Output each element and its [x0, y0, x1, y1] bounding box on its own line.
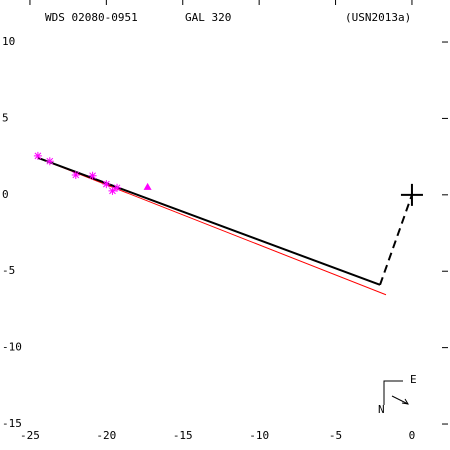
asterisk-point: [108, 186, 117, 195]
primary-star: [400, 183, 423, 206]
asterisk-point: [88, 171, 97, 180]
asterisk-point: [113, 183, 122, 192]
y-tick-label: -15: [2, 417, 22, 430]
y-tick-label: 0: [2, 188, 9, 201]
x-tick-label: -10: [249, 429, 269, 442]
asterisk-point: [33, 151, 42, 160]
compass: E N: [378, 373, 417, 416]
compass-axes: [383, 380, 403, 405]
chart-subtitle: GAL 320: [185, 11, 231, 24]
orbit-line: [37, 156, 381, 286]
x-tick-label: -25: [20, 429, 40, 442]
y-tick-label: 10: [2, 35, 15, 48]
compass-arrowhead: [401, 398, 409, 405]
chart-title: WDS 02080-0951: [45, 11, 138, 24]
y-tick-label: 5: [2, 111, 9, 124]
compass-east: E: [410, 373, 417, 386]
asterisk-point: [71, 170, 80, 179]
reference: (USN2013a): [345, 11, 411, 24]
compass-north: N: [378, 403, 385, 416]
x-tick-label: -20: [96, 429, 116, 442]
triangle-point: [143, 182, 152, 190]
x-tick-label: 0: [409, 429, 416, 442]
orbit-line: [37, 157, 387, 296]
y-tick-label: -10: [2, 341, 22, 354]
orbit-line: [379, 194, 413, 286]
x-tick-label: -15: [173, 429, 193, 442]
compass-arrow: [391, 395, 409, 405]
asterisk-point: [102, 180, 111, 189]
asterisk-point: [45, 157, 54, 166]
x-tick-label: -5: [329, 429, 342, 442]
y-tick-label: -5: [2, 264, 15, 277]
